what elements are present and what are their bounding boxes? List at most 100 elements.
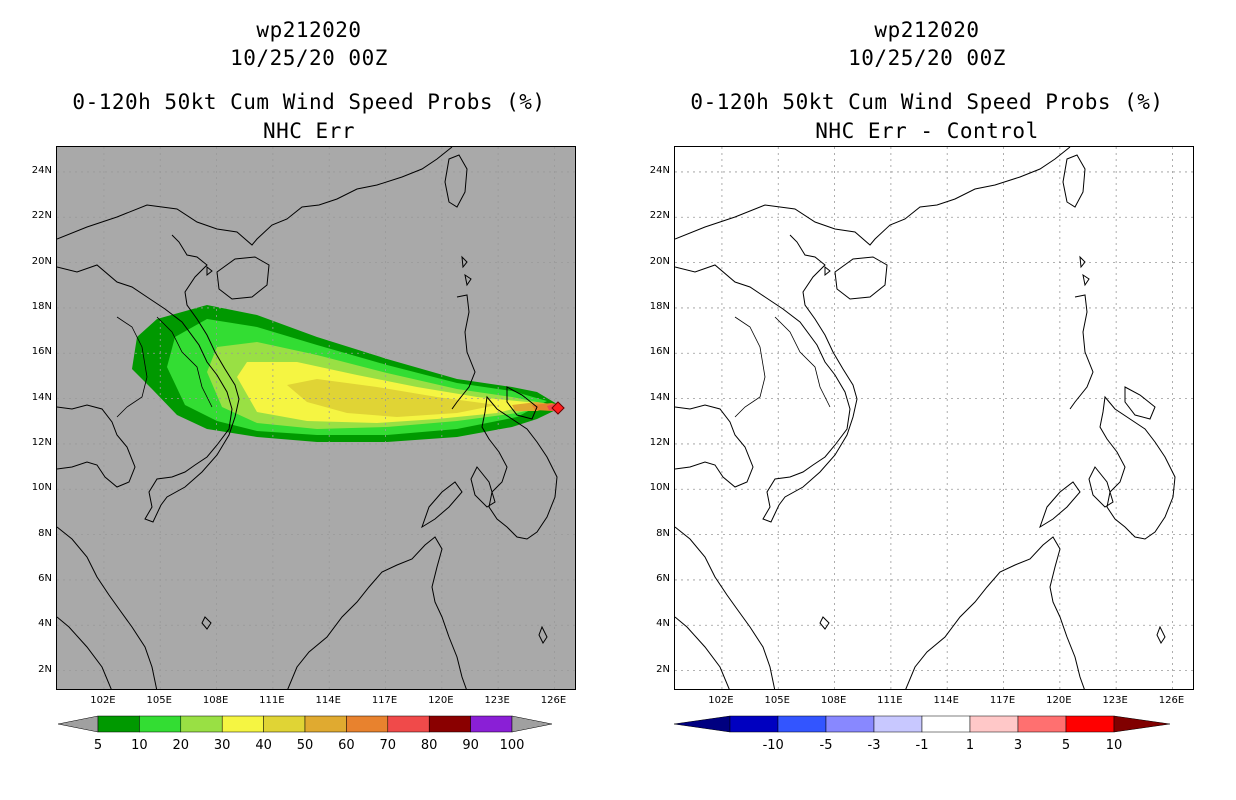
lat-label: 4N bbox=[656, 618, 670, 630]
colorbar-label: 5 bbox=[1061, 738, 1071, 753]
product-title: 0-120h 50kt Cum Wind Speed Probs (%) bbox=[690, 90, 1164, 114]
lat-label: 2N bbox=[656, 663, 670, 675]
left-panel: wp212020 10/25/20 00Z 0-120h 50kt Cum Wi… bbox=[31, 18, 576, 753]
colorbar-label: 60 bbox=[338, 738, 355, 753]
lat-label: 20N bbox=[649, 255, 670, 267]
lat-label: 10N bbox=[649, 482, 670, 494]
lat-label: 16N bbox=[31, 346, 52, 358]
lat-label: 14N bbox=[31, 391, 52, 403]
colorbar-label: 80 bbox=[420, 738, 438, 753]
colorbar-segment bbox=[873, 715, 923, 733]
colorbar-segment bbox=[1065, 715, 1115, 733]
lat-label: 2N bbox=[38, 663, 52, 675]
lon-label: 114E bbox=[315, 695, 341, 706]
difference-map-svg bbox=[675, 147, 1193, 689]
colorbar-label: 1 bbox=[965, 738, 975, 753]
lon-label: 102E bbox=[90, 695, 116, 706]
colorbar-label: 40 bbox=[255, 738, 272, 753]
date-title: 10/25/20 00Z bbox=[848, 46, 1006, 70]
prob-contour-40 bbox=[287, 379, 497, 417]
lat-lon-grid bbox=[57, 147, 575, 689]
colorbar-segment bbox=[470, 715, 513, 733]
subtitle: NHC Err bbox=[262, 119, 355, 143]
lat-label: 8N bbox=[656, 527, 670, 539]
colorbar-segment bbox=[180, 715, 223, 733]
colorbar-segment bbox=[969, 715, 1019, 733]
colorbar-label: 20 bbox=[172, 738, 190, 753]
lon-label: 126E bbox=[1158, 695, 1185, 706]
colorbar-segment bbox=[825, 715, 875, 733]
probability-colorbar bbox=[57, 715, 553, 733]
probability-map-svg bbox=[57, 147, 575, 689]
colorbar-label: -1 bbox=[915, 738, 929, 753]
product-title: 0-120h 50kt Cum Wind Speed Probs (%) bbox=[72, 90, 546, 114]
date-title: 10/25/20 00Z bbox=[230, 46, 388, 70]
lat-label: 12N bbox=[31, 436, 52, 448]
colorbar-segment bbox=[221, 715, 264, 733]
colorbar-label: 90 bbox=[462, 738, 479, 753]
lon-label: 117E bbox=[371, 695, 398, 706]
coastlines bbox=[57, 147, 558, 689]
colorbar-label: 5 bbox=[93, 738, 103, 753]
colorbar-label: 100 bbox=[499, 738, 525, 753]
lat-label: 22N bbox=[31, 210, 52, 222]
colorbar-high-extend bbox=[1113, 715, 1171, 733]
lat-label: 24N bbox=[31, 164, 52, 176]
lat-label: 8N bbox=[38, 527, 52, 539]
colorbar-segment bbox=[921, 715, 971, 733]
lat-label: 10N bbox=[31, 482, 52, 494]
lat-label: 6N bbox=[38, 572, 52, 584]
colorbar-segment bbox=[346, 715, 389, 733]
colorbar-label: 70 bbox=[379, 738, 397, 753]
lat-label: 18N bbox=[31, 300, 52, 312]
lon-label: 114E bbox=[933, 695, 959, 706]
colorbar-segment bbox=[729, 715, 779, 733]
storm-position-marker bbox=[551, 401, 565, 415]
lon-label: 102E bbox=[708, 695, 734, 706]
lat-label: 14N bbox=[649, 391, 670, 403]
lon-label: 108E bbox=[820, 695, 847, 706]
lon-label: 117E bbox=[989, 695, 1016, 706]
colorbar-label: -10 bbox=[762, 738, 784, 753]
lat-label: 12N bbox=[649, 436, 670, 448]
colorbar-segment bbox=[97, 715, 140, 733]
lat-label: 24N bbox=[649, 164, 670, 176]
lon-label: 120E bbox=[1046, 695, 1072, 706]
storm-id-title: wp212020 bbox=[874, 18, 980, 42]
colorbar-segment bbox=[387, 715, 430, 733]
colorbar-segment bbox=[777, 715, 827, 733]
colorbar-label: 30 bbox=[213, 738, 231, 753]
storm-id-title: wp212020 bbox=[256, 18, 362, 42]
lon-label: 123E bbox=[1102, 695, 1128, 706]
colorbar-high-extend bbox=[511, 715, 553, 733]
lon-label: 123E bbox=[484, 695, 510, 706]
colorbar-low-extend bbox=[673, 715, 731, 733]
lat-lon-grid bbox=[675, 147, 1193, 689]
lon-label: 126E bbox=[540, 695, 567, 706]
lon-label: 105E bbox=[146, 695, 172, 706]
lat-label: 4N bbox=[38, 618, 52, 630]
difference-map bbox=[674, 146, 1194, 690]
lon-label: 111E bbox=[259, 695, 285, 706]
colorbar-segment bbox=[139, 715, 182, 733]
lat-label: 16N bbox=[649, 346, 670, 358]
colorbar-label: 50 bbox=[296, 738, 314, 753]
lat-label: 22N bbox=[649, 210, 670, 222]
lon-label: 111E bbox=[877, 695, 903, 706]
lat-label: 6N bbox=[656, 572, 670, 584]
difference-colorbar bbox=[673, 715, 1171, 733]
colorbar-label: 10 bbox=[131, 738, 148, 753]
lon-label: 105E bbox=[764, 695, 790, 706]
colorbar-segment bbox=[1017, 715, 1067, 733]
colorbar-label: -3 bbox=[867, 738, 881, 753]
probability-map bbox=[56, 146, 576, 690]
colorbar-label: 3 bbox=[1013, 738, 1023, 753]
lat-label: 18N bbox=[649, 300, 670, 312]
lat-label: 20N bbox=[31, 255, 52, 267]
colorbar-segment bbox=[304, 715, 347, 733]
colorbar-segment bbox=[428, 715, 471, 733]
right-panel: wp212020 10/25/20 00Z 0-120h 50kt Cum Wi… bbox=[618, 0, 1236, 800]
lon-label: 120E bbox=[428, 695, 454, 706]
colorbar-label: 10 bbox=[1105, 738, 1123, 753]
colorbar-low-extend bbox=[57, 715, 99, 733]
